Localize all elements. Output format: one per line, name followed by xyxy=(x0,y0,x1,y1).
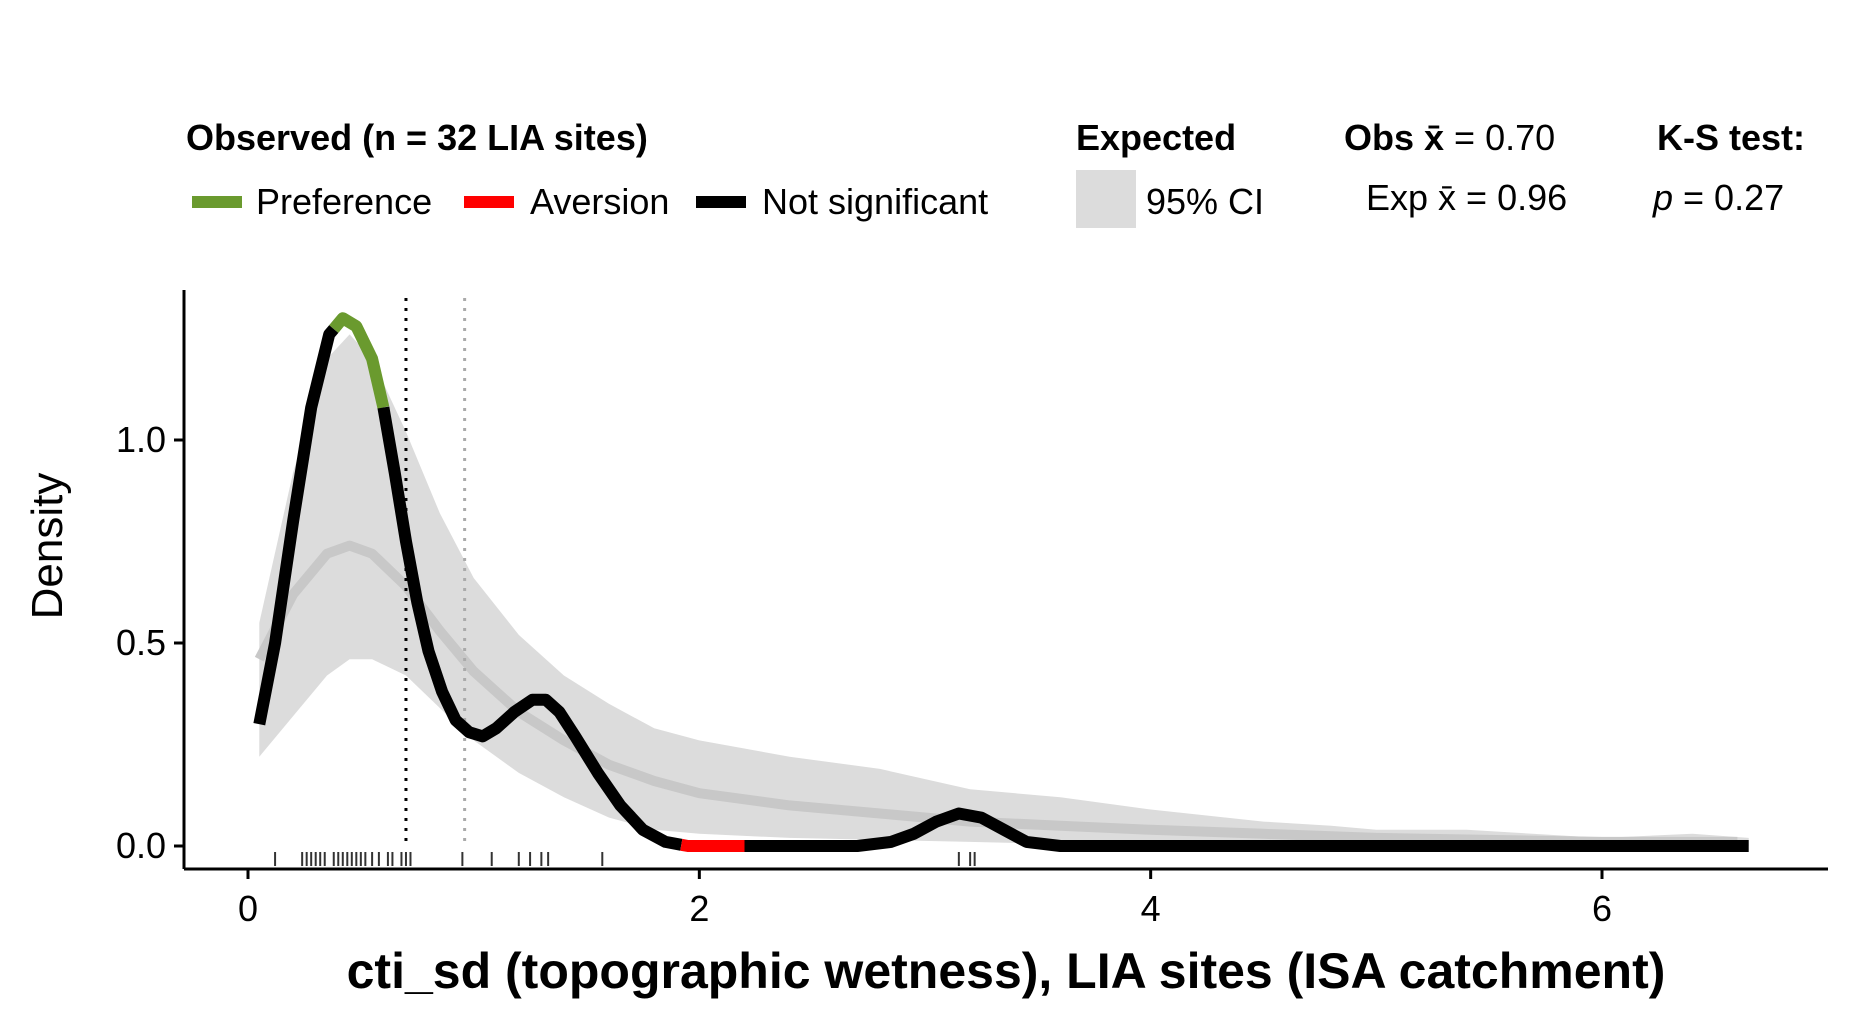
x-axis-ticks: 0 2 4 6 xyxy=(238,869,1612,929)
aversion-legend-label: Aversion xyxy=(530,181,669,222)
legend: Observed (n = 32 LIA sites) Preference A… xyxy=(186,117,1805,228)
obs-mean-label: Obs x̄ xyxy=(1344,117,1444,158)
expected-density-line xyxy=(254,540,1738,847)
obs-mean-stat: Obs x̄ = 0.70 xyxy=(1344,117,1555,158)
y-tick-label: 1.0 xyxy=(116,419,166,460)
preference-legend-label: Preference xyxy=(256,181,432,222)
ks-p-value: = 0.27 xyxy=(1673,177,1784,218)
expected-legend-title: Expected xyxy=(1076,117,1236,158)
axes: 0 2 4 6 0.0 0.5 1.0 cti_sd (topographic wetne… xyxy=(23,290,1828,999)
y-axis-title: Density xyxy=(23,473,72,620)
exp-mean-label: Exp x̄ xyxy=(1366,177,1456,218)
ci-legend-label: 95% CI xyxy=(1146,181,1264,222)
observed-legend-title: Observed (n = 32 LIA sites) xyxy=(186,117,648,158)
x-tick-label: 0 xyxy=(238,888,258,929)
not-significant-legend-swatch xyxy=(696,196,746,208)
aversion-legend-swatch xyxy=(464,196,514,208)
y-tick-label: 0.0 xyxy=(116,825,166,866)
rug-marks xyxy=(274,852,976,866)
observed-segment-not-significant xyxy=(253,325,339,726)
x-axis-title: cti_sd (topographic wetness), LIA sites … xyxy=(347,943,1666,999)
y-tick-label: 0.5 xyxy=(116,622,166,663)
exp-mean-value: = 0.96 xyxy=(1456,177,1567,218)
preference-legend-swatch xyxy=(192,196,242,208)
x-tick-label: 2 xyxy=(689,888,709,929)
not-significant-legend-label: Not significant xyxy=(762,181,988,222)
ci-legend-swatch xyxy=(1076,170,1136,228)
observed-density-curve xyxy=(253,312,1749,852)
y-axis-ticks: 0.0 0.5 1.0 xyxy=(116,419,184,866)
expected-ci-band xyxy=(259,334,1749,846)
observed-segment-aversion xyxy=(680,838,745,852)
ks-test-title: K-S test: xyxy=(1657,117,1805,158)
plot-area xyxy=(253,298,1749,866)
x-tick-label: 6 xyxy=(1592,888,1612,929)
ks-p-label: p xyxy=(1652,177,1673,218)
ks-test-p: p = 0.27 xyxy=(1652,177,1784,218)
obs-mean-value: = 0.70 xyxy=(1444,117,1555,158)
observed-segment-preference xyxy=(329,312,390,409)
observed-segment-not-significant xyxy=(744,807,1749,852)
x-tick-label: 4 xyxy=(1141,888,1161,929)
observed-segment-not-significant xyxy=(377,406,683,851)
exp-mean-stat: Exp x̄ = 0.96 xyxy=(1366,177,1567,218)
